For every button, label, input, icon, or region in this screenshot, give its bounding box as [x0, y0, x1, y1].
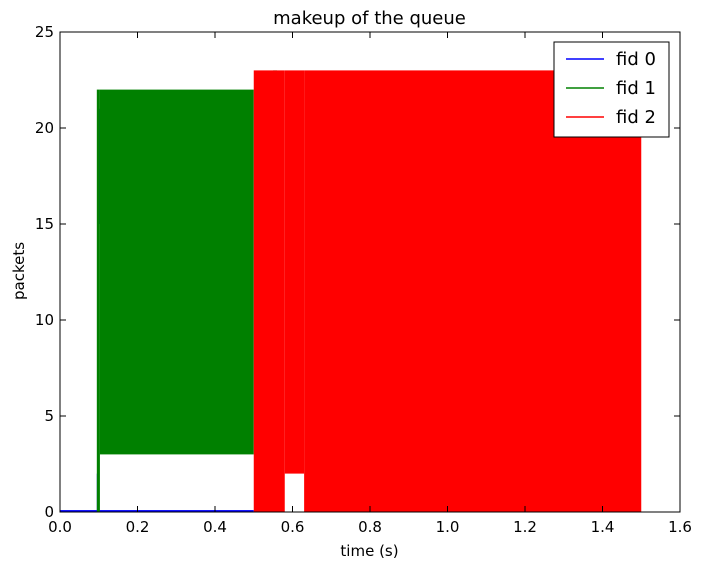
y-axis-label: packets	[10, 242, 28, 300]
x-tick-label: 0.6	[281, 518, 305, 536]
series-2-segment-2	[304, 70, 642, 513]
x-tick-label: 0.2	[126, 518, 150, 536]
legend-label: fid 0	[616, 49, 656, 70]
x-axis-label: time (s)	[340, 542, 398, 560]
series-2-segment-1	[284, 70, 305, 474]
series-1-segment-0	[96, 89, 100, 512]
x-tick-label: 0.4	[203, 518, 227, 536]
y-tick-label: 5	[44, 407, 54, 425]
series-2-segment-0	[253, 70, 285, 513]
series-0-segment-0	[60, 510, 254, 512]
x-tick-label: 0.8	[358, 518, 382, 536]
legend-label: fid 2	[616, 107, 656, 128]
legend-label: fid 1	[616, 78, 656, 99]
x-tick-label: 1.4	[591, 518, 615, 536]
series-1-segment-1	[99, 89, 254, 455]
chart-title: makeup of the queue	[273, 8, 466, 29]
x-tick-label: 1.0	[436, 518, 460, 536]
legend: fid 0 fid 1 fid 2	[553, 41, 670, 138]
x-tick-label: 1.6	[668, 518, 692, 536]
ticks: 0.0 0.2 0.4 0.6 0.8 1.0 1.2 1.4 1.6 0 5 10 15 20 25	[35, 23, 692, 536]
x-tick-label: 0.0	[48, 518, 72, 536]
plot-area	[60, 70, 642, 513]
y-tick-label: 0	[44, 503, 54, 521]
y-tick-label: 25	[35, 23, 54, 41]
x-tick-label: 1.2	[513, 518, 537, 536]
y-tick-label: 15	[35, 215, 54, 233]
y-tick-label: 10	[35, 311, 54, 329]
legend-box	[553, 41, 670, 138]
y-tick-label: 20	[35, 119, 54, 137]
